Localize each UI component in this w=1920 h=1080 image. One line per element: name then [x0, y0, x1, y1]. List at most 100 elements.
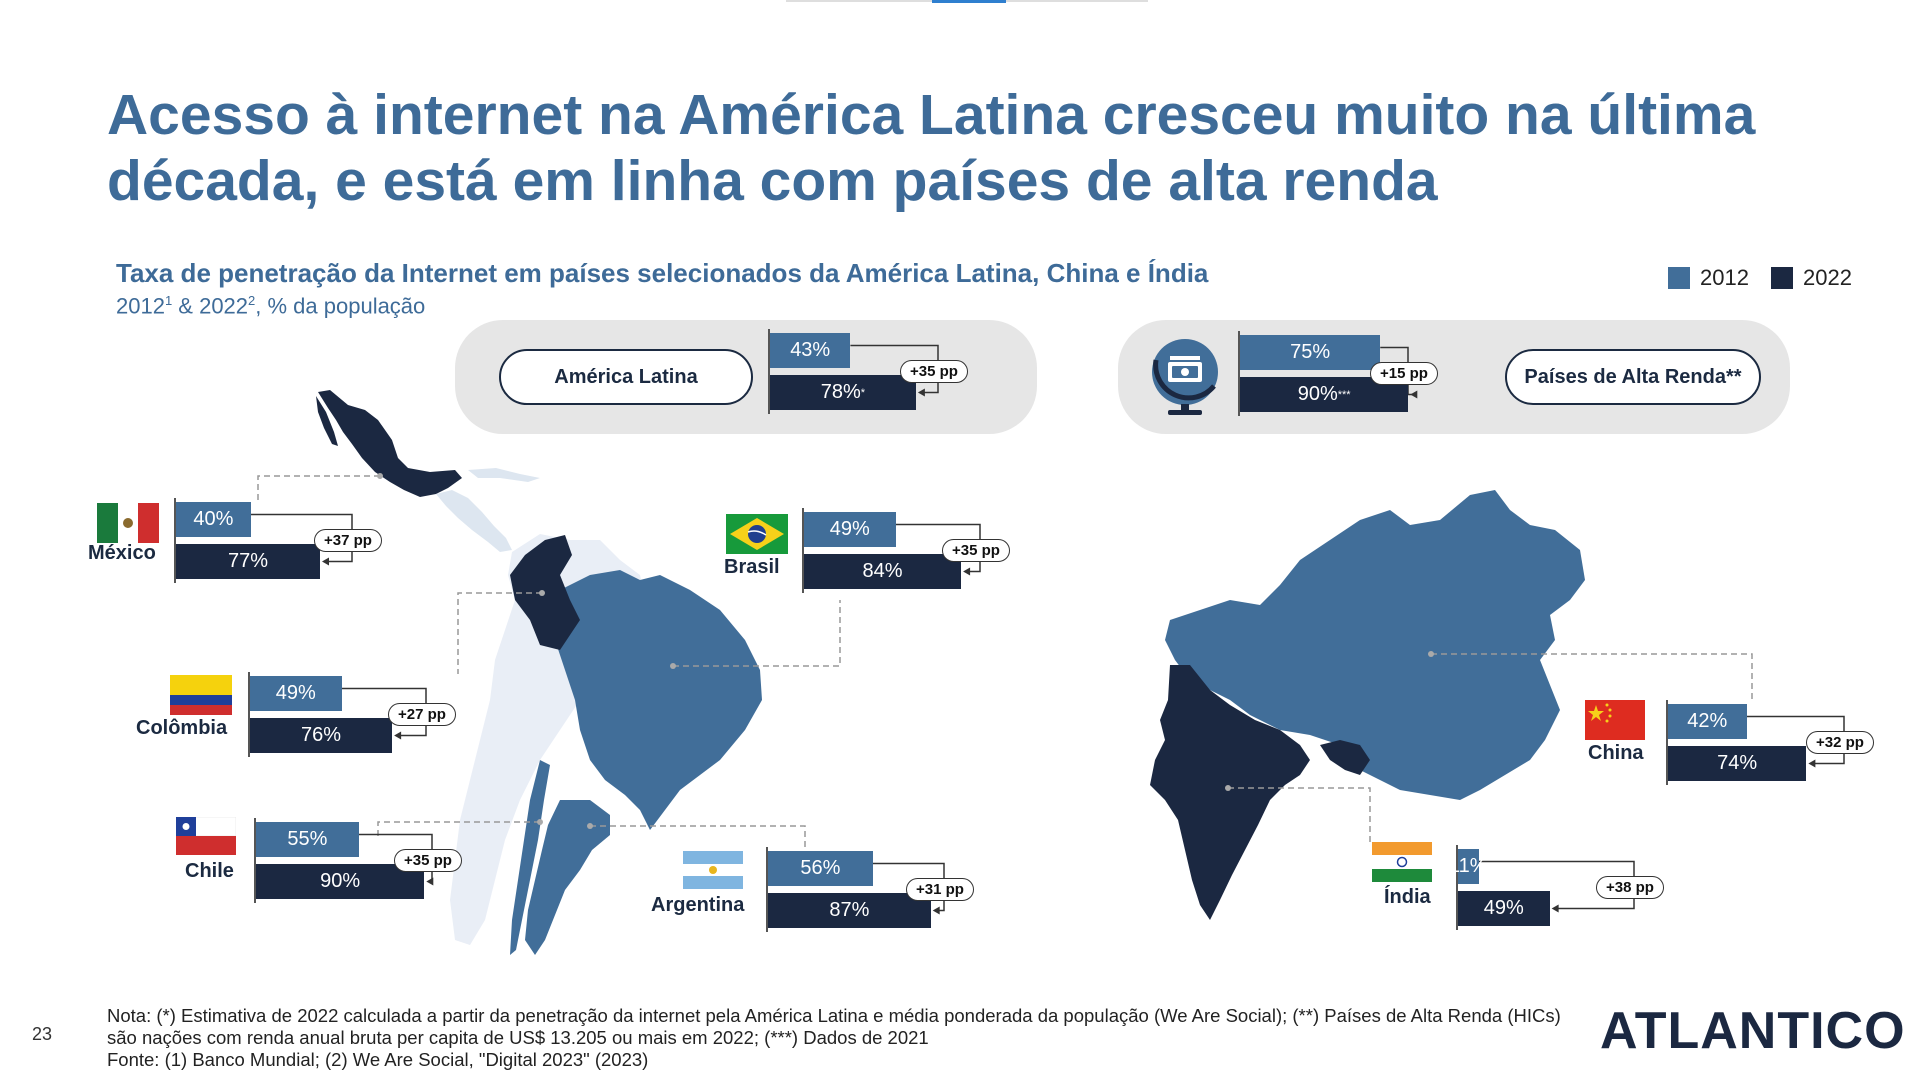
bar-2022-value: 90% [1297, 383, 1338, 405]
country-label-mexico: México [88, 542, 156, 564]
bar-axis [1456, 845, 1458, 930]
map-mexico [318, 390, 462, 497]
top-tabs [786, 0, 1148, 3]
page-title: Acesso à internet na América Latina cres… [107, 83, 1756, 213]
bar-2022: 90% [256, 864, 425, 899]
bar-2022: 76% [250, 718, 393, 753]
bar-2012: 49% [250, 676, 342, 711]
difference-label: +35 pp [394, 849, 462, 872]
map-central-america [436, 490, 512, 552]
map-chile [510, 760, 550, 955]
subnote-sup: 2 [248, 293, 256, 308]
subnote-part: & 2022 [172, 293, 249, 319]
atlantico-logo: ATLANTICO [1600, 1002, 1906, 1060]
bar-2022: 74% [1668, 746, 1807, 781]
difference-label: +35 pp [900, 360, 968, 383]
mexico-flag-icon [97, 503, 159, 543]
subnote-part: 2012 [116, 293, 165, 319]
bar-2022: 77% [176, 544, 320, 579]
map-argentina [525, 800, 610, 955]
bar-2022-value: 74% [1717, 752, 1758, 774]
bar-2012: 75% [1240, 335, 1381, 370]
bar-2022-value: 49% [1483, 897, 1524, 919]
india-flag-icon [1372, 842, 1432, 882]
connector-dot [670, 663, 676, 669]
bar-2012: 40% [176, 502, 251, 537]
chile-flag-icon [176, 817, 236, 855]
country-label-brasil: Brasil [724, 556, 780, 578]
footnote-note: Nota: (*) Estimativa de 2022 calculada a… [107, 1005, 1561, 1048]
bracket-arrow [1808, 759, 1816, 768]
brazil-flag-icon [726, 514, 788, 554]
map-northeast-india [1320, 740, 1370, 775]
legend-item-2012: 2012 [1668, 265, 1749, 291]
connector-colombia [457, 592, 542, 674]
bar-axis [248, 672, 250, 757]
bar-2022-footnote-mark: * [860, 386, 866, 399]
chart-subtitle: Taxa de penetração da Internet em países… [116, 258, 1209, 288]
connector-india [1228, 787, 1371, 842]
bar-2012: 43% [770, 333, 851, 368]
map-brazil [555, 570, 762, 830]
bracket-arrow [963, 567, 971, 576]
country-label-india: Índia [1384, 886, 1431, 908]
bar-2012: 55% [256, 822, 359, 857]
bracket-arrow [917, 388, 925, 397]
bar-2022-footnote-mark: *** [1337, 388, 1351, 401]
bar-2012: 49% [804, 512, 896, 547]
bar-2022: 84% [804, 554, 962, 589]
connector-dot [1225, 785, 1231, 791]
chart-subnote: 20121 & 20222, % da população [116, 293, 425, 319]
subnote-sup: 1 [164, 293, 173, 308]
difference-label: +37 pp [314, 529, 382, 552]
map-baja [316, 396, 338, 446]
bar-2022-value: 84% [862, 560, 903, 582]
footnote: Nota: (*) Estimativa de 2022 calculada a… [107, 1005, 1567, 1071]
page-number: 23 [32, 1024, 53, 1044]
bracket-arrow [1551, 904, 1559, 913]
connector-mexico [257, 475, 380, 500]
latam-label: América Latina [499, 349, 753, 405]
bar-axis [802, 508, 804, 593]
bar-2022-value: 90% [320, 870, 361, 892]
bar-axis [1238, 331, 1240, 416]
connector-dot [539, 590, 545, 596]
connector-dot [377, 473, 383, 479]
legend-label: 2012 [1700, 265, 1749, 290]
country-label-argentina: Argentina [651, 894, 745, 916]
bar-axis [768, 329, 770, 414]
argentina-flag-icon [683, 851, 743, 889]
map-caribbean [468, 468, 540, 482]
subnote-part: , % da população [255, 293, 426, 319]
connector-dot [1428, 651, 1434, 657]
country-label-colombia: Colômbia [136, 717, 228, 739]
difference-label: +38 pp [1596, 876, 1664, 899]
legend-swatch [1771, 267, 1793, 289]
bracket-arrow [394, 731, 402, 740]
logo-text: ATLANTICO [1600, 1002, 1906, 1060]
bar-2022-value: 76% [301, 724, 342, 746]
bar-2022: 78% * [770, 375, 916, 410]
bar-2012: 11% [1449, 849, 1488, 884]
active-tab-indicator [932, 0, 1006, 3]
difference-label: +32 pp [1806, 731, 1874, 754]
country-label-china: China [1588, 742, 1644, 764]
difference-label: +27 pp [388, 703, 456, 726]
legend-label: 2022 [1803, 265, 1852, 290]
china-flag-icon [1585, 700, 1645, 740]
connector-china [1431, 653, 1753, 700]
map-china [1165, 490, 1585, 800]
legend-item-2022: 2022 [1771, 265, 1852, 291]
bar-2022: 49% [1458, 891, 1550, 926]
colombia-flag-icon [170, 675, 232, 715]
connector-argentina [590, 825, 806, 848]
difference-label: +31 pp [906, 878, 974, 901]
bar-2012: 42% [1668, 704, 1747, 739]
bar-axis [174, 498, 176, 583]
bar-2012: 56% [768, 851, 873, 886]
bracket-arrow [1410, 390, 1418, 399]
bracket-arrow [932, 906, 940, 915]
bracket-arrow [426, 877, 434, 886]
map-colombia [510, 535, 580, 650]
